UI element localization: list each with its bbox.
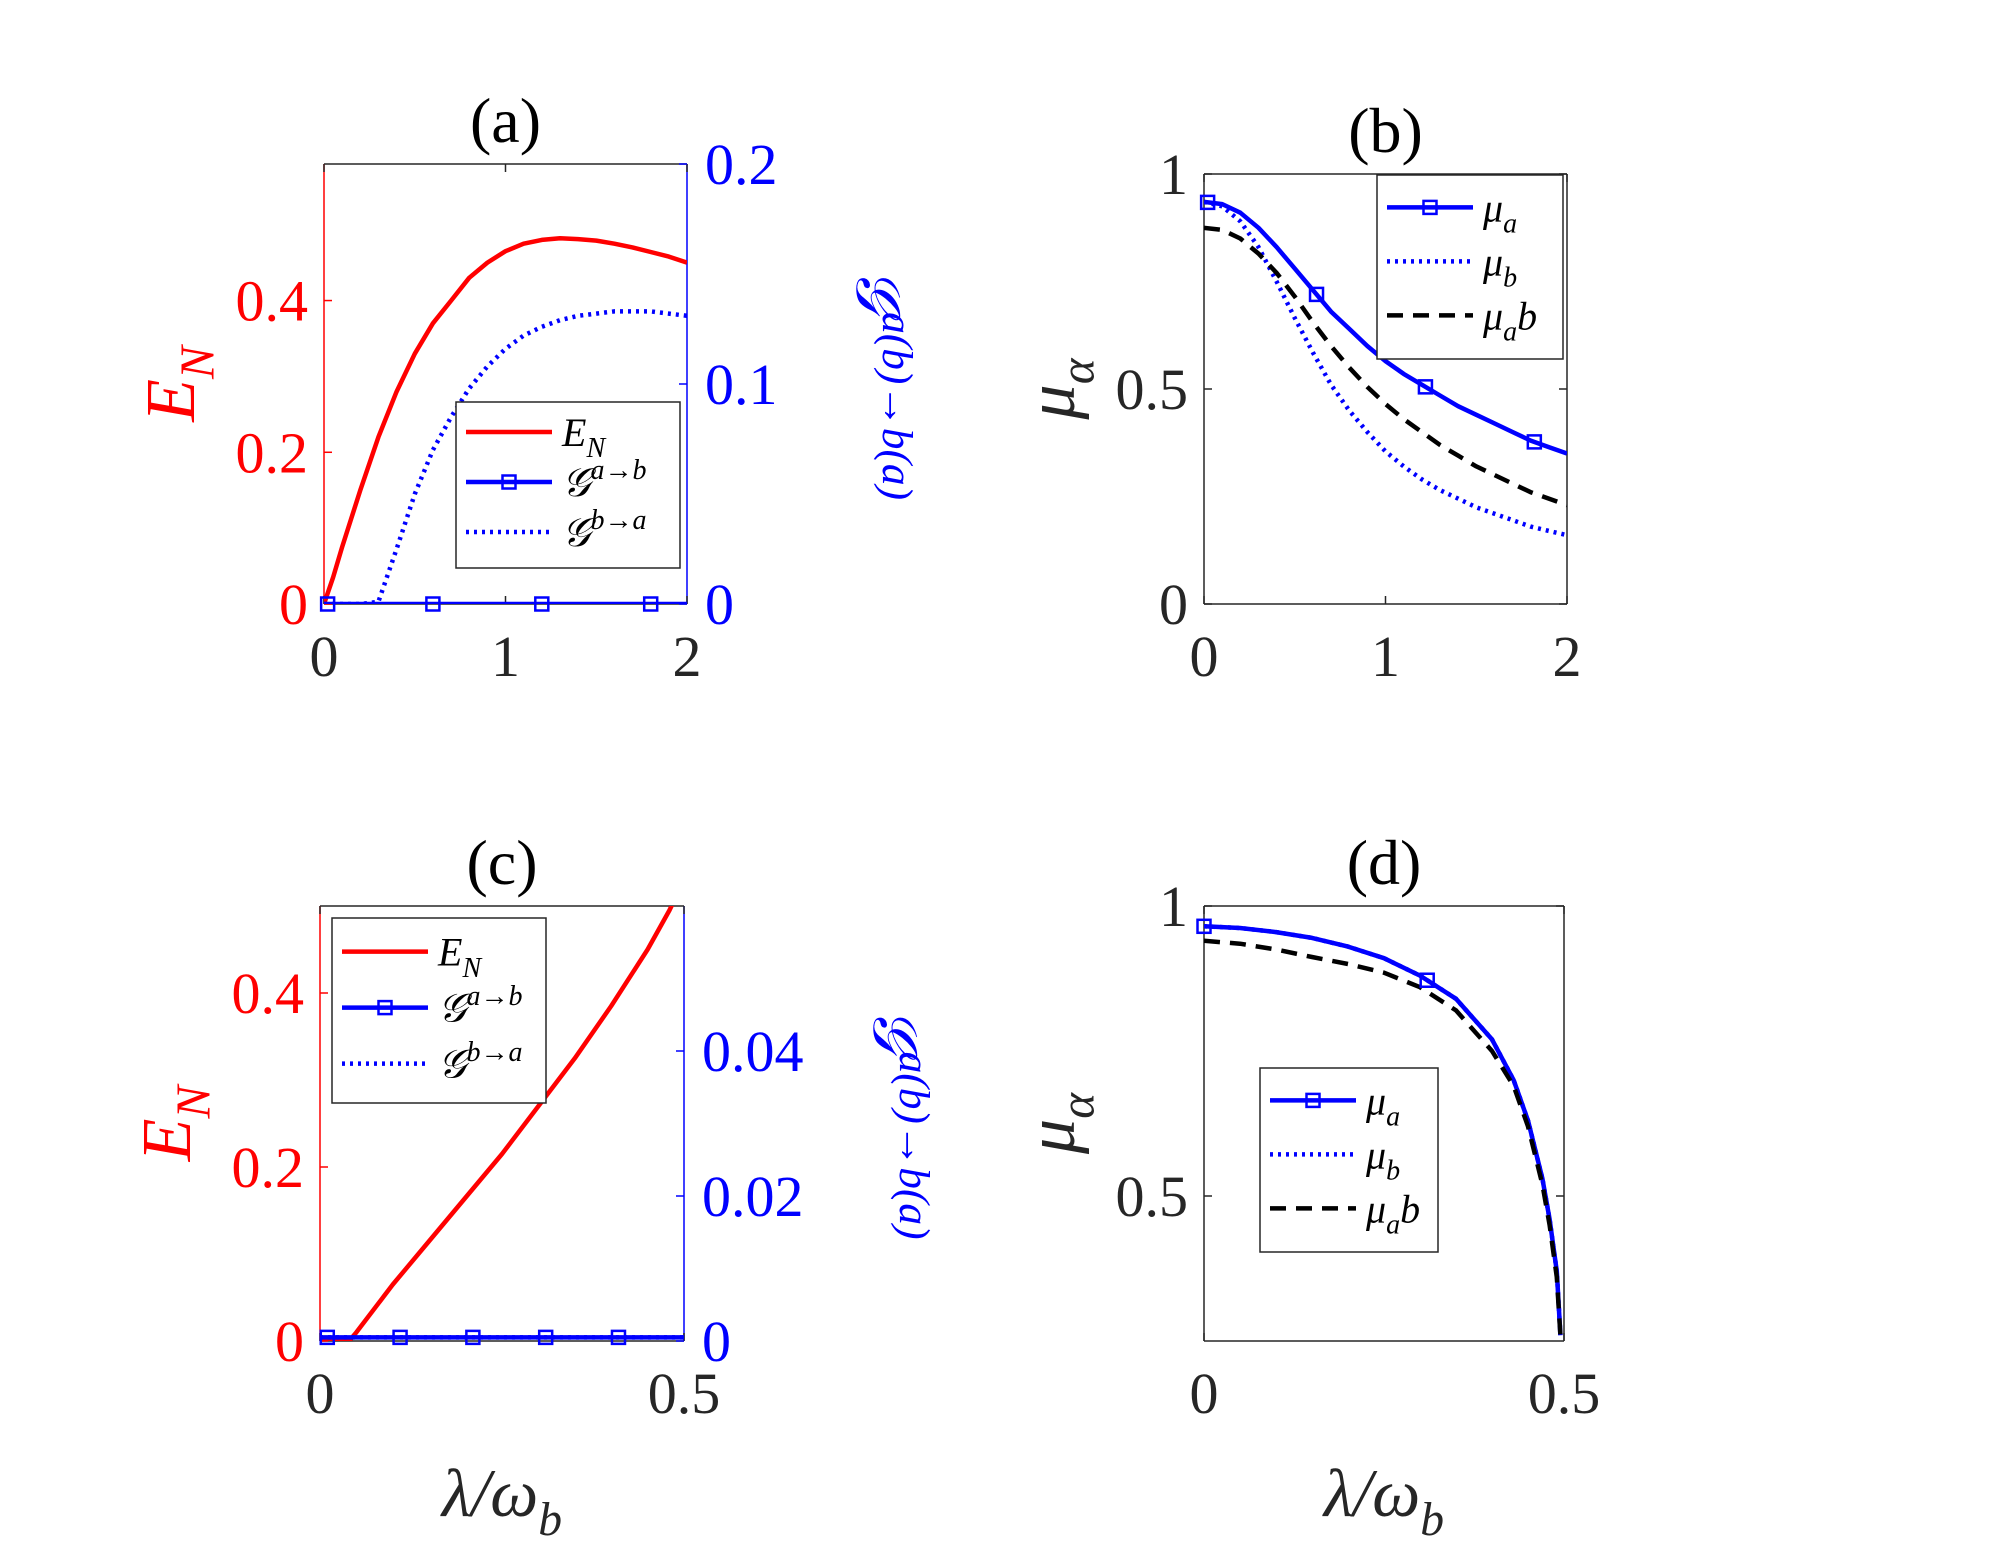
series-line-2 (1204, 225, 1567, 508)
legend-label: EN (561, 410, 606, 464)
y-tick-label-right: 0 (705, 572, 734, 637)
x-tick-label: 0.5 (648, 1361, 721, 1426)
legend-label: 𝒢a→b (438, 981, 522, 1031)
series-marker (642, 596, 659, 612)
legend-label: μa (1365, 1078, 1400, 1132)
series-marker (534, 596, 550, 612)
series-marker (610, 1329, 627, 1346)
series-marker (392, 1329, 408, 1346)
legend-label: μb (1365, 1132, 1400, 1186)
x-tick-label: 0 (306, 1361, 335, 1426)
series-line-1 (1204, 924, 1563, 1336)
x-tick-label: 2 (673, 624, 702, 689)
legend-label: μb (1482, 239, 1517, 293)
series-marker (1417, 379, 1434, 395)
legend-label: μab (1365, 1186, 1420, 1240)
y-tick-label-left: 0.4 (236, 269, 309, 334)
series-marker (319, 1329, 336, 1346)
series-marker (425, 596, 441, 612)
legend-marker (377, 999, 393, 1016)
x-axis-label: λ/ωb (1322, 1455, 1444, 1546)
legend-label: μa (1482, 185, 1517, 239)
y-tick-label-left: 0.2 (232, 1135, 305, 1200)
y-tick-label-left: 0 (1159, 572, 1188, 637)
legend-label: 𝒢a→b (562, 455, 646, 505)
legend-label: EN (437, 930, 482, 984)
y-tick-label-left: 0.5 (1116, 1164, 1189, 1229)
series-line-2 (1204, 938, 1563, 1336)
y-tick-label-left: 0 (279, 572, 308, 637)
x-axis-label: λ/ωb (440, 1455, 562, 1546)
y-axis-label-left: EN (129, 1083, 221, 1162)
series-group (1204, 924, 1563, 1336)
y-tick-label-right: 0.02 (702, 1164, 804, 1229)
chart-panel-0: 0 1 200.20.400.10.2(a)EN𝒢a(b)→b(a)EN𝒢a→b𝒢b… (133, 85, 921, 689)
series-line-0 (324, 236, 687, 604)
y-tick-label-left: 0.4 (232, 961, 305, 1026)
y-axis-label-right: 𝒢a(b)→b(a) (843, 268, 921, 500)
y-axis-label-left: μα (1013, 357, 1105, 420)
series-line-2 (324, 309, 687, 604)
panel-title: (b) (1348, 95, 1423, 166)
x-tick-label: 0 (310, 624, 339, 689)
series-line-0 (320, 906, 675, 1341)
y-tick-label-right: 0.04 (702, 1019, 804, 1084)
legend-box (455, 401, 681, 569)
legend-box (331, 917, 547, 1104)
series-marker (1526, 434, 1543, 450)
series-marker (1419, 972, 1435, 988)
panel-title: (a) (470, 85, 541, 156)
x-tick-label: 0 (1190, 624, 1219, 689)
x-tick-label: 0.5 (1528, 1361, 1601, 1426)
y-tick-label-right: 0.1 (705, 352, 778, 417)
y-axis-label-left: EN (133, 344, 225, 423)
series-group (1204, 199, 1567, 538)
series-group (324, 236, 687, 604)
y-tick-label-right: 0 (702, 1309, 731, 1374)
y-axis-label-left: μα (1013, 1092, 1105, 1155)
series-line-0 (1204, 199, 1567, 456)
x-tick-label: 0 (1190, 1361, 1219, 1426)
x-tick-label: 2 (1553, 624, 1582, 689)
legend-marker (1305, 1092, 1321, 1109)
series-marker (465, 1329, 481, 1346)
series-group (320, 906, 684, 1341)
series-marker (1199, 194, 1216, 211)
y-tick-label-right: 0.2 (705, 132, 778, 197)
x-tick-label: 1 (491, 624, 520, 689)
y-tick-label-left: 0.5 (1116, 357, 1189, 422)
panel-title: (c) (466, 827, 537, 898)
x-tick-label: 1 (1371, 624, 1400, 689)
y-tick-label-left: 1 (1159, 142, 1188, 207)
series-marker (537, 1329, 554, 1346)
legend-marker (501, 474, 517, 490)
series-marker (319, 596, 336, 612)
panel-title: (d) (1347, 827, 1422, 898)
series-marker (1308, 286, 1325, 303)
legend-label: μab (1482, 293, 1537, 347)
y-tick-label-left: 0 (275, 1309, 304, 1374)
series-marker (1196, 918, 1212, 935)
y-tick-label-left: 0.2 (236, 420, 309, 485)
chart-panel-2: 0 0.500.20.400.020.04(c)λ/ωbEN𝒢a(b)→b(a)E… (129, 827, 938, 1546)
y-axis-label-right: 𝒢a(b)→b(a) (860, 1007, 938, 1239)
legend-marker (1422, 199, 1438, 216)
y-tick-label-left: 1 (1159, 874, 1188, 939)
